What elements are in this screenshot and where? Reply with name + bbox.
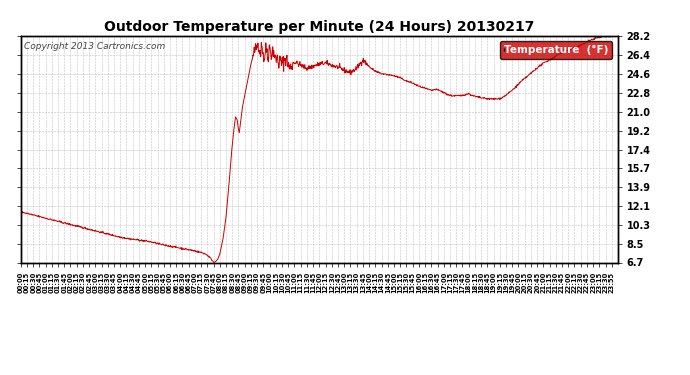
Legend: Temperature  (°F): Temperature (°F) xyxy=(500,41,612,59)
Title: Outdoor Temperature per Minute (24 Hours) 20130217: Outdoor Temperature per Minute (24 Hours… xyxy=(104,21,534,34)
Text: Copyright 2013 Cartronics.com: Copyright 2013 Cartronics.com xyxy=(23,42,165,51)
